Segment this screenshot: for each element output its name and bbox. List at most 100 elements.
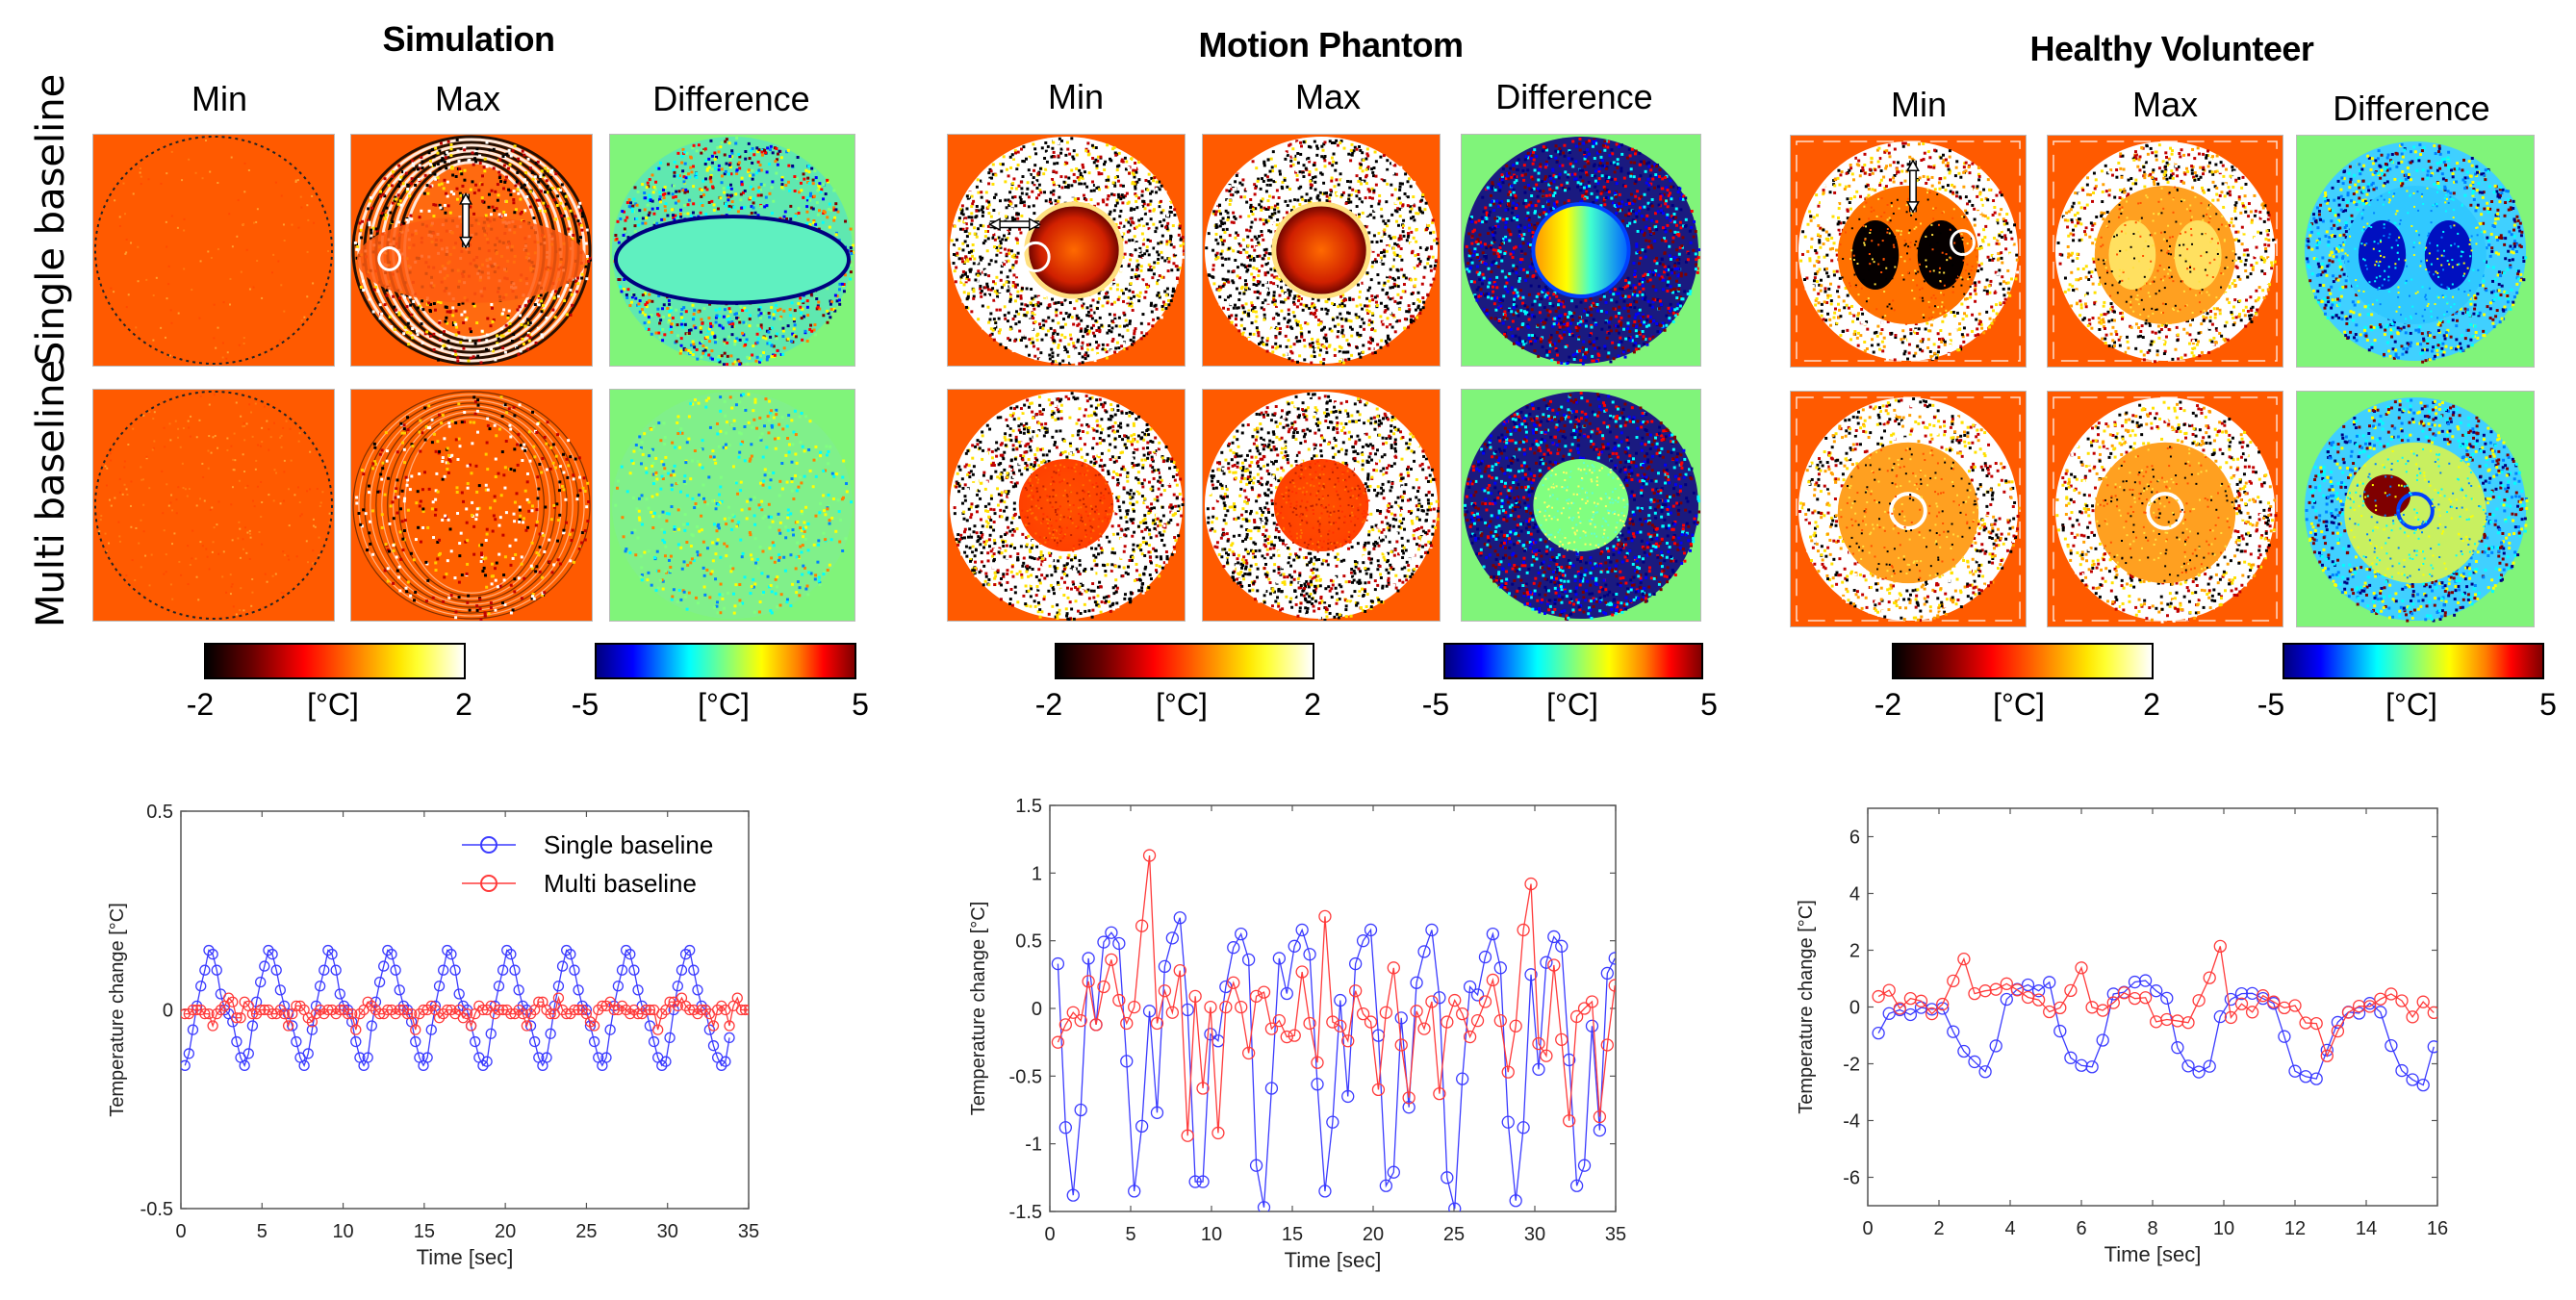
x-tick-label: 35 — [1605, 1224, 1626, 1245]
y-tick-label: 6 — [1849, 828, 1860, 849]
map-phantom-multi-baseline-min — [947, 389, 1186, 622]
colorbar-max-label: 5 — [852, 687, 869, 723]
y-tick-label: -4 — [1843, 1111, 1860, 1133]
x-tick-label: 20 — [495, 1221, 516, 1242]
colorbar-difference-phantom — [1443, 643, 1703, 679]
map-simulation-single-baseline-difference — [609, 134, 855, 367]
x-tick-label: 10 — [1201, 1224, 1222, 1245]
map-image — [948, 390, 1185, 621]
x-tick-label: 10 — [332, 1221, 353, 1242]
col-label-simulation-min: Min — [191, 79, 247, 119]
axes-frame — [1050, 805, 1616, 1211]
y-axis-label: Temperature change [°C] — [1796, 900, 1817, 1114]
map-image — [93, 390, 334, 621]
colorbar-max-label: 2 — [1304, 687, 1321, 723]
map-phantom-single-baseline-max — [1202, 134, 1441, 367]
map-image — [2048, 136, 2283, 367]
col-label-volunteer-difference: Difference — [2333, 89, 2489, 129]
data-point — [749, 1006, 758, 1015]
y-tick-label: -1.5 — [1009, 1202, 1042, 1223]
map-volunteer-multi-baseline-difference — [2296, 391, 2535, 627]
colorbar-temperature-phantom — [1055, 643, 1314, 679]
x-axis-label: Time [sec] — [1285, 1248, 1382, 1272]
map-volunteer-multi-baseline-min — [1790, 391, 2027, 627]
map-image — [1791, 136, 2026, 367]
map-volunteer-single-baseline-difference — [2296, 135, 2535, 368]
colorbar-difference-volunteer — [2283, 643, 2544, 679]
colorbar-unit-label: [°C] — [1156, 687, 1208, 723]
colorbar-max-label: 5 — [2539, 687, 2557, 723]
group-title-motion-phantom: Motion Phantom — [1199, 25, 1464, 65]
x-tick-label: 5 — [257, 1221, 268, 1242]
colorbar-unit-label: [°C] — [2385, 687, 2437, 723]
x-tick-label: 10 — [2213, 1218, 2234, 1239]
colorbar-unit-label: [°C] — [1993, 687, 2045, 723]
colorbar-min-label: -5 — [2257, 687, 2284, 723]
x-tick-label: 0 — [1862, 1218, 1873, 1239]
map-image — [2297, 392, 2534, 626]
x-axis-label: Time [sec] — [2104, 1242, 2202, 1266]
map-volunteer-single-baseline-max — [2047, 135, 2283, 368]
x-tick-label: 30 — [657, 1221, 678, 1242]
y-tick-label: 0.5 — [1015, 931, 1042, 953]
colorbar-unit-label: [°C] — [307, 687, 359, 723]
y-tick-label: -0.5 — [140, 1199, 173, 1220]
row-label-multi-baseline: Multi baseline — [29, 360, 73, 627]
x-tick-label: 15 — [1282, 1224, 1303, 1245]
x-tick-label: 25 — [1443, 1224, 1465, 1245]
legend-label: Multi baseline — [544, 869, 697, 898]
y-tick-label: 2 — [1849, 941, 1860, 962]
map-phantom-multi-baseline-max — [1202, 389, 1441, 622]
col-label-volunteer-min: Min — [1891, 85, 1947, 125]
x-tick-label: 4 — [2004, 1218, 2015, 1239]
x-tick-label: 16 — [2427, 1218, 2448, 1239]
map-simulation-single-baseline-min — [92, 134, 335, 367]
x-tick-label: 35 — [738, 1221, 759, 1242]
colorbar-min-label: -2 — [187, 687, 214, 723]
colorbar-unit-label: [°C] — [1546, 687, 1598, 723]
map-simulation-multi-baseline-max — [350, 389, 593, 622]
y-tick-label: -1 — [1025, 1134, 1042, 1156]
map-image — [1791, 392, 2026, 626]
colorbar-temperature-volunteer — [1892, 643, 2154, 679]
map-image — [93, 135, 334, 366]
legend-label: Single baseline — [544, 830, 713, 859]
y-tick-label: 4 — [1849, 884, 1860, 905]
map-image — [610, 390, 854, 621]
x-tick-label: 2 — [1933, 1218, 1944, 1239]
map-image — [610, 135, 854, 366]
colorbar-min-label: -2 — [1875, 687, 1901, 723]
x-axis-label: Time [sec] — [417, 1245, 514, 1269]
y-tick-label: 0 — [1032, 999, 1042, 1020]
map-image — [351, 390, 592, 621]
map-phantom-single-baseline-min — [947, 134, 1186, 367]
col-label-phantom-min: Min — [1048, 77, 1104, 117]
y-tick-label: 0 — [163, 1001, 173, 1022]
map-volunteer-single-baseline-min — [1790, 135, 2027, 368]
y-tick-label: -0.5 — [1009, 1066, 1042, 1087]
map-image — [1462, 390, 1700, 621]
colorbar-max-label: 2 — [455, 687, 472, 723]
x-tick-label: 8 — [2147, 1218, 2157, 1239]
x-tick-label: 30 — [1524, 1224, 1545, 1245]
colorbar-max-label: 5 — [1700, 687, 1718, 723]
colorbar-min-label: -2 — [1035, 687, 1062, 723]
colorbar-difference-simulation — [595, 643, 856, 679]
group-title-healthy-volunteer: Healthy Volunteer — [2030, 29, 2314, 69]
x-tick-label: 6 — [2076, 1218, 2086, 1239]
map-image — [1203, 135, 1440, 366]
colorbar-max-label: 2 — [2143, 687, 2160, 723]
colorbar-min-label: -5 — [572, 687, 599, 723]
col-label-phantom-difference: Difference — [1495, 77, 1652, 117]
y-tick-label: 0 — [1849, 998, 1860, 1019]
map-phantom-multi-baseline-difference — [1461, 389, 1701, 622]
x-tick-label: 0 — [1044, 1224, 1055, 1245]
x-tick-label: 12 — [2284, 1218, 2306, 1239]
map-image — [2297, 136, 2534, 367]
x-tick-label: 20 — [1363, 1224, 1384, 1245]
y-tick-label: -2 — [1843, 1055, 1860, 1076]
x-tick-label: 15 — [414, 1221, 435, 1242]
